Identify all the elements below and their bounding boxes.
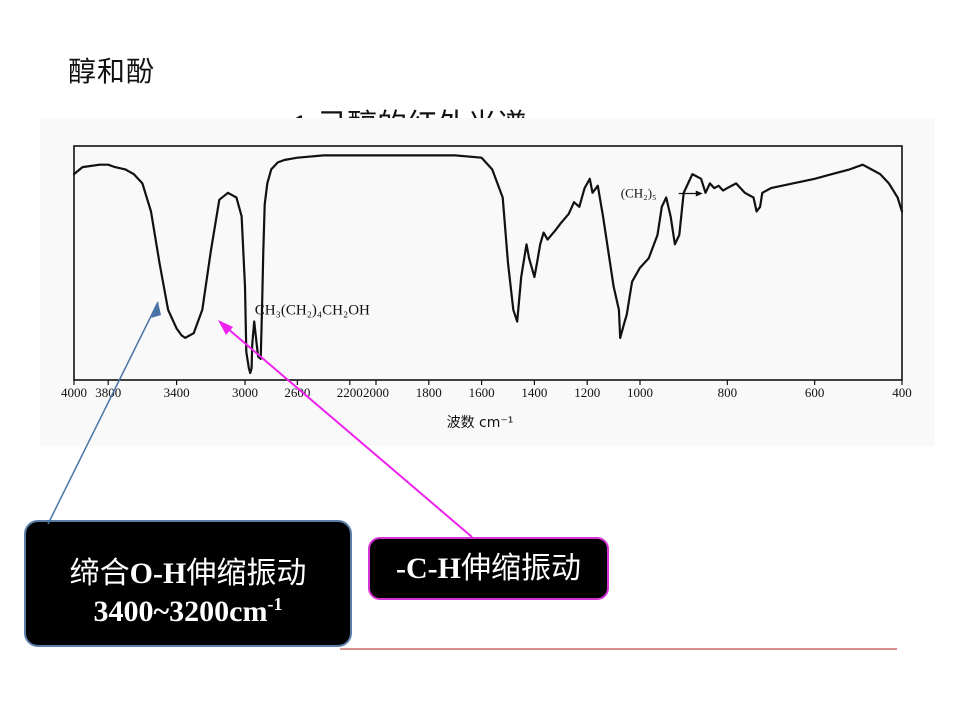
x-tick-label: 1400 [521, 385, 547, 400]
ch2-annotation: (CH₂)₅ [621, 185, 657, 200]
ch-suffix: 伸缩振动 [460, 551, 581, 586]
x-tick-label: 400 [892, 385, 912, 400]
x-tick-label: 800 [718, 385, 738, 400]
plot-frame [73, 145, 903, 381]
oh-callout-line1: 缔合O-H伸缩振动 [26, 548, 350, 592]
ir-spectrum-chart: 4000 3800 3400 3000 2600 2200 2000 1800 1600 1400… [40, 118, 935, 446]
x-tick-label: 1800 [416, 385, 442, 400]
ch-bond: -C-H [396, 552, 461, 585]
x-axis-label: 波数 cm⁻¹ [447, 415, 514, 431]
x-tick-label: 2000 [363, 385, 389, 400]
x-tick-label: 2200 [337, 385, 363, 400]
ch-stretch-callout: -C-H伸缩振动 [368, 537, 609, 600]
oh-callout-range: 3400~3200cm-1 [26, 594, 350, 629]
x-tick-label: 4000 [61, 385, 87, 400]
x-tick-label: 3800 [95, 385, 121, 400]
x-tick-label: 3400 [164, 385, 190, 400]
oh-suffix: 伸缩振动 [186, 556, 307, 591]
x-tick-label: 3000 [232, 385, 258, 400]
oh-range: 3400~3200cm [93, 595, 268, 628]
x-tick-label: 600 [805, 385, 825, 400]
oh-range-exp: -1 [267, 594, 283, 614]
spectrum-line [72, 154, 904, 375]
spectrum-svg: 4000 3800 3400 3000 2600 2200 2000 1800 1600 1400… [61, 145, 912, 431]
ch2-annotation-arrowhead [695, 190, 703, 197]
x-tick-label: 1600 [469, 385, 495, 400]
x-tick-label: 1000 [627, 385, 653, 400]
x-tick-label: 1200 [574, 385, 600, 400]
slide-heading: 醇和酚 [68, 55, 156, 88]
oh-bond: O-H [129, 557, 187, 590]
oh-prefix: 缔合 [69, 556, 130, 591]
x-tick-label: 2600 [284, 385, 310, 400]
oh-stretch-callout: 缔合O-H伸缩振动 3400~3200cm-1 [24, 520, 352, 647]
formula-annotation: CH₃(CH₂)₄CH₂OH [255, 302, 370, 318]
